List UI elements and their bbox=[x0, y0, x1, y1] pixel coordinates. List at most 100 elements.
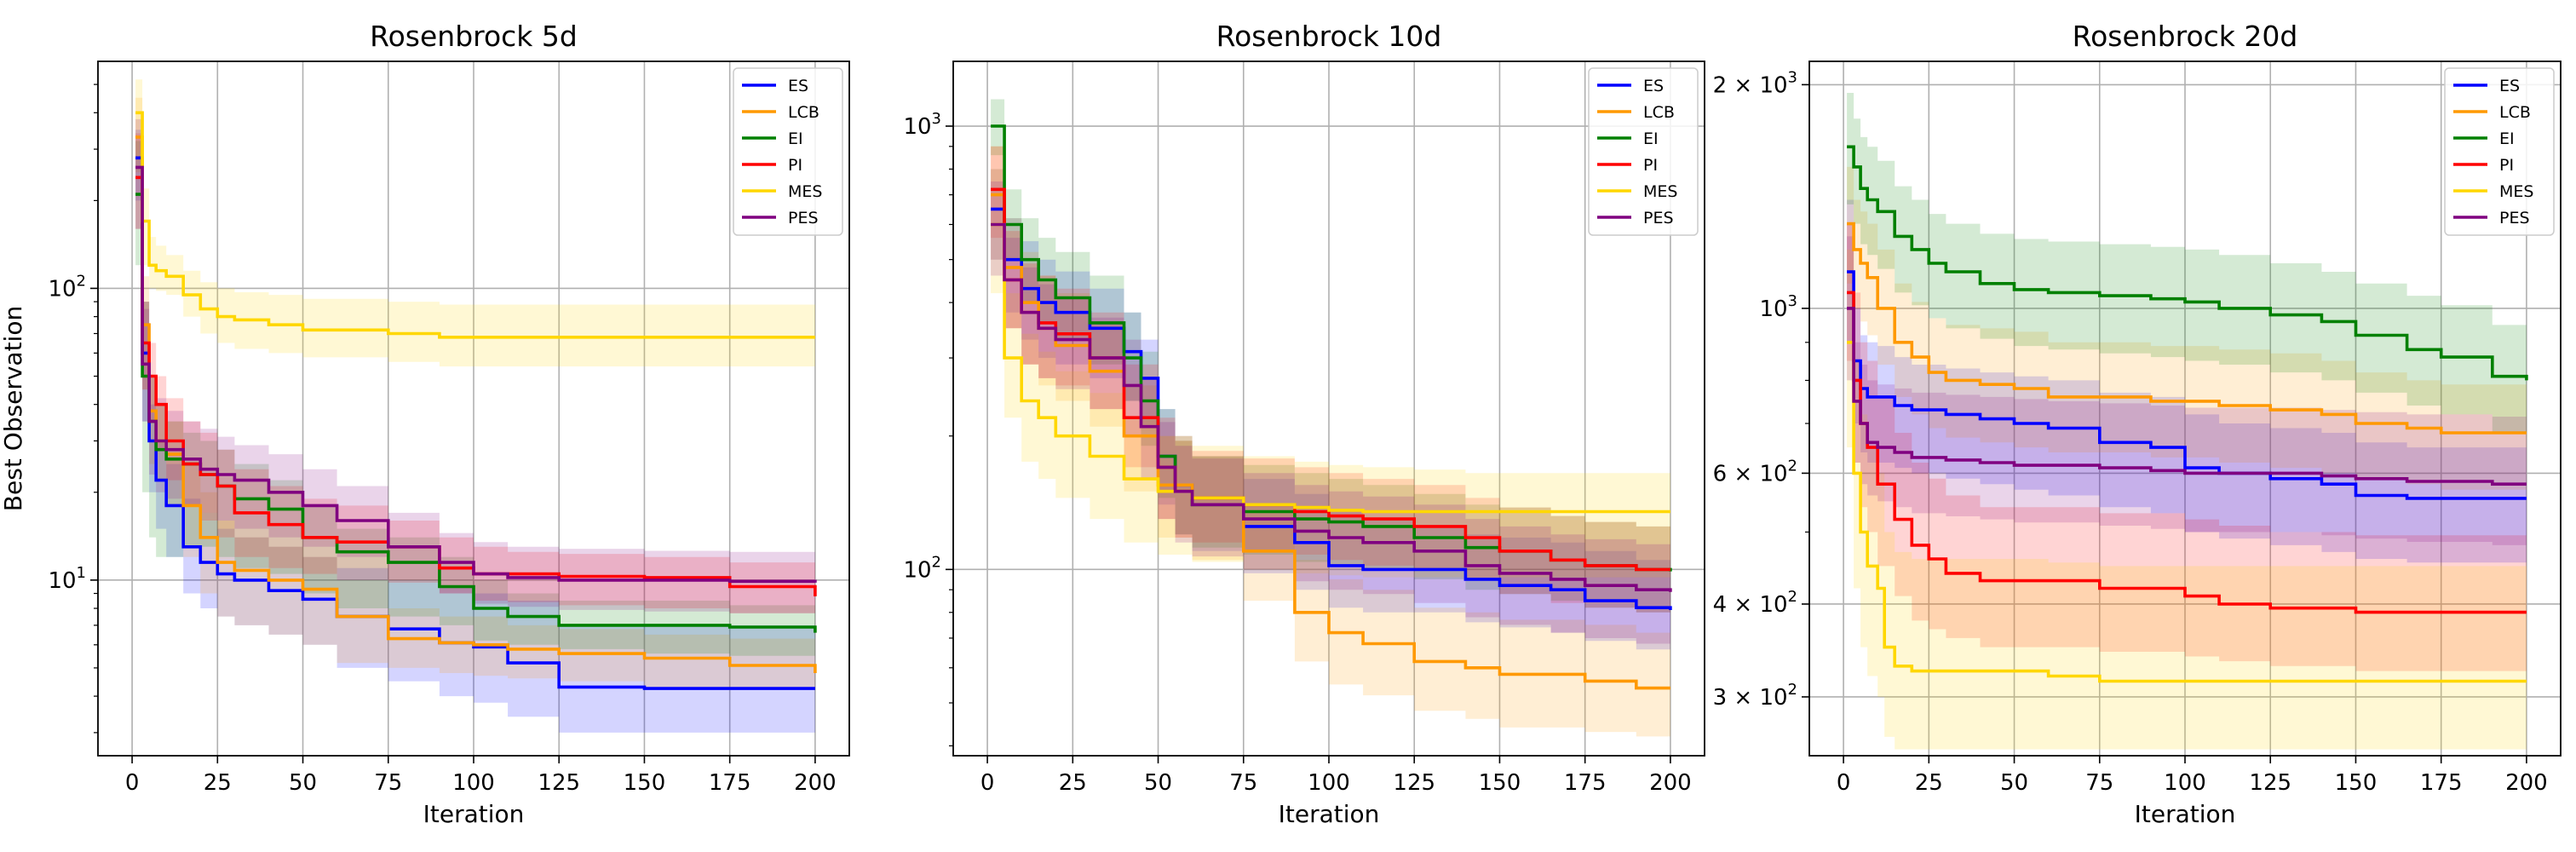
legend-label: MES bbox=[788, 182, 822, 201]
legend-label: PI bbox=[2499, 156, 2514, 175]
y-tick-label: 6 × 102 bbox=[1713, 457, 1797, 486]
legend: ES LCB EI PI MES PES bbox=[733, 67, 843, 236]
legend-label: PES bbox=[1643, 209, 1674, 227]
legend-label: PI bbox=[1643, 156, 1658, 175]
chart-title: Rosenbrock 5d bbox=[370, 20, 578, 53]
legend-box bbox=[1588, 67, 1699, 236]
x-tick-label: 100 bbox=[2164, 770, 2206, 796]
x-tick-label: 25 bbox=[1059, 770, 1087, 796]
legend-label: PES bbox=[788, 209, 819, 227]
legend: ES LCB EI PI MES PES bbox=[1588, 67, 1699, 236]
series-line-lcb bbox=[1847, 222, 2527, 435]
legend-label: EI bbox=[788, 130, 803, 148]
legend-label: MES bbox=[2499, 182, 2533, 201]
x-tick-label: 75 bbox=[374, 770, 402, 796]
legend-label: ES bbox=[1643, 77, 1664, 95]
chart-title: Rosenbrock 20d bbox=[2073, 20, 2298, 53]
x-tick-label: 125 bbox=[1393, 770, 1435, 796]
chart-panel-2: 0 25 50 75 100 125 150 175 200 102 103 Rosenbrock 1… bbox=[903, 20, 1705, 828]
plot-area bbox=[1847, 93, 2528, 750]
x-tick-label: 175 bbox=[2420, 770, 2463, 796]
plot-area bbox=[991, 99, 1672, 737]
x-tick-label: 50 bbox=[289, 770, 317, 796]
x-tick-label: 175 bbox=[1564, 770, 1607, 796]
confidence-band-pi bbox=[1847, 223, 2527, 671]
confidence-band-pes bbox=[1847, 236, 2527, 545]
x-tick-label: 50 bbox=[1144, 770, 1172, 796]
series-line-es bbox=[1847, 270, 2527, 500]
x-tick-label: 100 bbox=[1308, 770, 1350, 796]
series-line-ei bbox=[1847, 145, 2528, 381]
x-axis-label: Iteration bbox=[1279, 800, 1380, 828]
x-tick-label: 125 bbox=[2249, 770, 2291, 796]
x-tick-label: 150 bbox=[2335, 770, 2378, 796]
y-tick-label: 103 bbox=[1759, 292, 1797, 322]
legend-label: EI bbox=[2499, 130, 2515, 148]
legend-label: PI bbox=[788, 156, 802, 175]
confidence-band-mes bbox=[1847, 249, 2527, 750]
x-tick-label: 125 bbox=[538, 770, 580, 796]
y-tick-label: 3 × 102 bbox=[1713, 681, 1797, 711]
confidence-band-ei bbox=[1847, 93, 2527, 438]
legend-label: EI bbox=[1643, 130, 1659, 148]
series-line-pi bbox=[135, 176, 817, 596]
plot-area bbox=[135, 79, 817, 733]
x-tick-label: 200 bbox=[794, 770, 837, 796]
series-line-pes bbox=[991, 222, 1672, 592]
series-line-ei bbox=[135, 193, 817, 633]
legend-box bbox=[733, 67, 843, 236]
confidence-band-pes bbox=[135, 118, 815, 615]
x-tick-label: 175 bbox=[709, 770, 751, 796]
x-tick-label: 100 bbox=[452, 770, 495, 796]
confidence-band-pi bbox=[135, 133, 815, 620]
y-tick-label: 103 bbox=[903, 110, 941, 140]
legend: ES LCB EI PI MES PES bbox=[2444, 67, 2555, 236]
series-line-mes bbox=[135, 111, 815, 339]
y-tick-label: 101 bbox=[48, 564, 86, 594]
confidence-band-lcb bbox=[1847, 166, 2527, 490]
y-tick-label: 102 bbox=[903, 553, 941, 583]
chart-panel-3: 0 25 50 75 100 125 150 175 200 3 × 102 4 × 102 6 × … bbox=[1713, 20, 2562, 828]
x-tick-label: 50 bbox=[2000, 770, 2028, 796]
x-tick-label: 200 bbox=[2505, 770, 2548, 796]
confidence-band-es bbox=[991, 169, 1670, 653]
confidence-band-lcb bbox=[991, 146, 1670, 737]
legend-label: LCB bbox=[1643, 103, 1675, 122]
x-tick-label: 75 bbox=[1229, 770, 1257, 796]
x-tick-label: 0 bbox=[980, 770, 995, 796]
confidence-band-es bbox=[1847, 199, 2527, 563]
x-tick-label: 150 bbox=[1479, 770, 1521, 796]
legend-label: MES bbox=[1643, 182, 1677, 201]
legend-box bbox=[2444, 67, 2555, 236]
confidence-band-mes bbox=[991, 169, 1670, 578]
y-tick-label: 4 × 102 bbox=[1713, 588, 1797, 618]
confidence-band-es bbox=[135, 130, 815, 733]
confidence-band-ei bbox=[135, 141, 815, 661]
x-tick-label: 200 bbox=[1649, 770, 1692, 796]
x-tick-label: 0 bbox=[125, 770, 140, 796]
legend-label: PES bbox=[2499, 209, 2530, 227]
chart-panel-1: 0 25 50 75 100 125 150 175 200 101 102 Rosenbrock 5… bbox=[0, 20, 850, 828]
legend-label: ES bbox=[2499, 77, 2520, 95]
legend-label: LCB bbox=[788, 103, 819, 122]
x-axis-label: Iteration bbox=[423, 800, 525, 828]
legend-label: LCB bbox=[2499, 103, 2531, 122]
x-axis-label: Iteration bbox=[2135, 800, 2236, 828]
series-line-es bbox=[135, 156, 815, 690]
x-tick-label: 150 bbox=[624, 770, 666, 796]
legend-label: ES bbox=[788, 77, 808, 95]
series-line-pes bbox=[135, 165, 817, 584]
series-line-mes bbox=[1847, 341, 2527, 683]
x-tick-label: 25 bbox=[1915, 770, 1943, 796]
y-tick-label: 102 bbox=[48, 272, 86, 302]
x-tick-label: 0 bbox=[1837, 770, 1851, 796]
confidence-band-mes bbox=[135, 79, 815, 367]
y-axis-label: Best Observation bbox=[0, 306, 27, 511]
y-tick-label: 2 × 103 bbox=[1713, 68, 1797, 98]
confidence-band-pes bbox=[991, 181, 1670, 644]
chart-title: Rosenbrock 10d bbox=[1216, 20, 1442, 53]
series-line-pes bbox=[1847, 307, 2527, 486]
x-tick-label: 75 bbox=[2085, 770, 2113, 796]
confidence-band-pi bbox=[991, 146, 1670, 613]
